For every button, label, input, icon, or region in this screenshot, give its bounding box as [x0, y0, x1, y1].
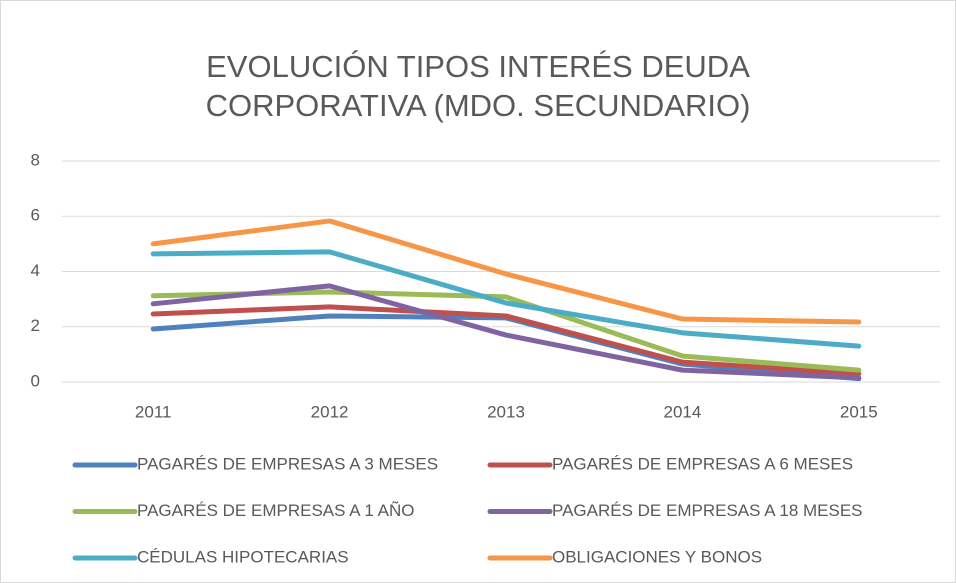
- series-line: [150, 304, 862, 377]
- x-tick-label: 2012: [311, 402, 349, 421]
- y-tick-label: 0: [31, 371, 40, 390]
- x-tick-label: 2013: [487, 402, 525, 421]
- chart-title: EVOLUCIÓN TIPOS INTERÉS DEUDA: [206, 49, 750, 84]
- x-tick-label: 2015: [840, 402, 878, 421]
- series-line: [150, 218, 862, 325]
- y-tick-label: 2: [31, 316, 40, 335]
- y-tick-label: 4: [31, 261, 40, 280]
- legend-label: CÉDULAS HIPOTECARIAS: [137, 547, 349, 566]
- x-tick-label: 2011: [135, 402, 172, 421]
- x-tick-label: 2014: [663, 402, 701, 421]
- y-tick-label: 6: [31, 206, 40, 225]
- series-line: [150, 249, 862, 349]
- legend-label: PAGARÉS DE EMPRESAS A 1 AÑO: [137, 501, 414, 520]
- series-line: [150, 283, 862, 381]
- legend-label: PAGARÉS DE EMPRESAS A 18 MESES: [552, 501, 863, 520]
- chart-title: CORPORATIVA (MDO. SECUNDARIO): [206, 88, 751, 123]
- y-tick-label: 8: [31, 150, 40, 169]
- legend-label: PAGARÉS DE EMPRESAS A 3 MESES: [137, 454, 438, 473]
- legend-label: PAGARÉS DE EMPRESAS A 6 MESES: [552, 454, 853, 473]
- legend-label: OBLIGACIONES Y BONOS: [552, 547, 762, 566]
